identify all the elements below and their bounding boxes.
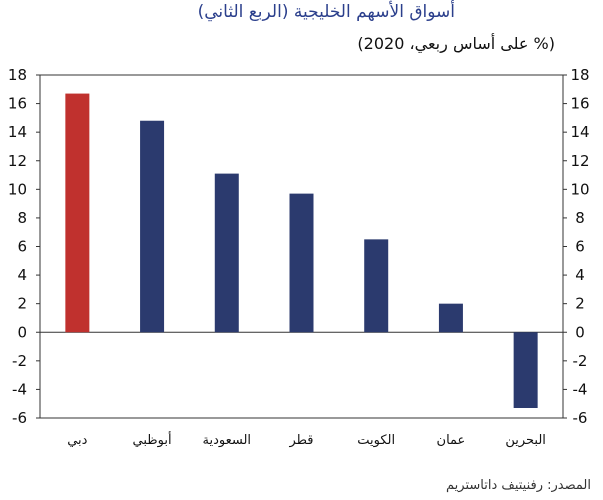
y-tick-label-right: 2 bbox=[575, 295, 585, 313]
category-label: أبوظبي bbox=[133, 431, 172, 448]
y-tick-label-left: 18 bbox=[8, 66, 27, 84]
chart-title: أسواق الأسهم الخليجية (الربع الثاني) bbox=[197, 2, 455, 22]
bar-2 bbox=[140, 120, 165, 333]
y-tick-label-left: 10 bbox=[8, 180, 27, 198]
y-tick-label-left: 8 bbox=[17, 209, 27, 227]
y-tick-label-right: 16 bbox=[570, 95, 589, 113]
y-tick-label-right: 10 bbox=[570, 180, 589, 198]
y-tick-label-right: 18 bbox=[570, 66, 589, 84]
y-tick-label-right: 8 bbox=[575, 209, 585, 227]
y-tick-label-left: 4 bbox=[17, 266, 27, 284]
y-tick-label-left: 2 bbox=[17, 295, 27, 313]
bar-chart: 18 16 14 12 10 8 6 4 2 0 -2 -4 -6 18 16 14 12 10 8 6 4 2 0 -2 -… bbox=[8, 66, 590, 448]
y-tick-label-left: 0 bbox=[17, 323, 27, 341]
y-tick-label-left: 16 bbox=[8, 95, 27, 113]
y-tick-label-right: 12 bbox=[570, 152, 589, 170]
chart-subtitle: (% على أساس ربعي، 2020) bbox=[357, 34, 555, 53]
bar-4 bbox=[289, 193, 314, 333]
y-tick-label-right: 14 bbox=[570, 123, 589, 141]
category-label: عمان bbox=[437, 433, 466, 448]
category-label: دبي bbox=[67, 433, 87, 448]
bar-6 bbox=[438, 303, 463, 333]
bar-3 bbox=[214, 173, 239, 333]
source-note: المصدر: رفنيتيف داتاستريم bbox=[446, 478, 591, 493]
y-tick-label-right: 0 bbox=[575, 323, 585, 341]
y-tick-label-left: 6 bbox=[17, 238, 27, 256]
y-tick-label-right: -6 bbox=[573, 409, 588, 427]
y-tick-label-left: 12 bbox=[8, 152, 27, 170]
y-tick-label-right: -4 bbox=[573, 380, 588, 398]
category-label: قطر bbox=[288, 433, 313, 448]
y-tick-label-left: -6 bbox=[12, 409, 27, 427]
y-tick-label-left: -2 bbox=[12, 352, 27, 370]
y-tick-label-right: 4 bbox=[575, 266, 585, 284]
bar-1 bbox=[65, 93, 90, 333]
y-tick-label-right: 6 bbox=[575, 238, 585, 256]
category-label: السعودية bbox=[203, 433, 252, 448]
bar-7 bbox=[513, 332, 538, 408]
category-label: الكويت bbox=[357, 433, 395, 448]
y-tick-label-left: 14 bbox=[8, 123, 27, 141]
bar-5 bbox=[364, 239, 389, 333]
category-label: البحرين bbox=[505, 433, 546, 448]
y-tick-label-right: -2 bbox=[573, 352, 588, 370]
y-tick-label-left: -4 bbox=[12, 380, 27, 398]
